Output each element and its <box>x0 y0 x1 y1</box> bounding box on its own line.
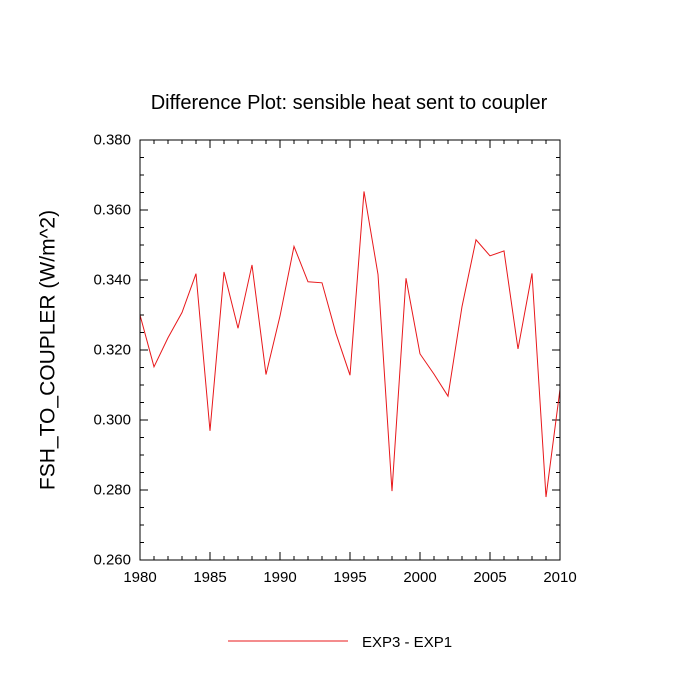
x-tick-label-1995: 1995 <box>333 569 366 586</box>
y-tick-label-0.300: 0.300 <box>93 412 131 429</box>
chart-title: Difference Plot: sensible heat sent to c… <box>151 92 548 114</box>
x-tick-label-1980: 1980 <box>123 569 156 586</box>
y-tick-label-0.340: 0.340 <box>93 272 131 289</box>
legend-label-exp3-exp1: EXP3 - EXP1 <box>362 634 452 651</box>
y-tick-label-0.280: 0.280 <box>93 482 131 499</box>
series-lines <box>139 191 561 498</box>
y-tick-label-0.380: 0.380 <box>93 132 131 149</box>
legend: EXP3 - EXP1 <box>228 634 452 651</box>
series-line-0 <box>139 191 561 498</box>
x-tick-label-2000: 2000 <box>403 569 436 586</box>
y-tick-label-0.260: 0.260 <box>93 552 131 569</box>
x-tick-label-2005: 2005 <box>473 569 506 586</box>
tick-labels: 1980 1985 1990 1995 2000 2005 2010 0.260 0.280 0.… <box>93 132 576 587</box>
y-tick-label-0.320: 0.320 <box>93 342 131 359</box>
y-tick-label-0.360: 0.360 <box>93 202 131 219</box>
plot-frame <box>139 139 561 561</box>
y-axis-label: FSH_TO_COUPLER (W/m^2) <box>37 210 60 490</box>
x-tick-label-2010: 2010 <box>543 569 576 586</box>
x-tick-label-1985: 1985 <box>193 569 226 586</box>
x-tick-label-1990: 1990 <box>263 569 296 586</box>
